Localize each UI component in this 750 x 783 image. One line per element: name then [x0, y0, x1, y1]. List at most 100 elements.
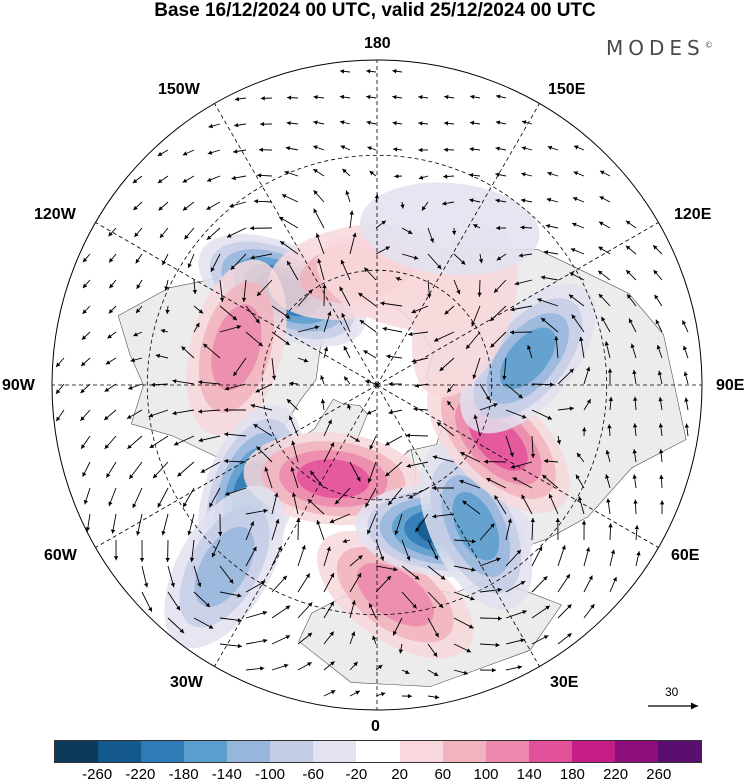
wind-arrow: [313, 168, 325, 177]
wind-arrow: [234, 96, 247, 102]
wind-arrow: [531, 409, 553, 420]
lon-label-30e: 30E: [550, 674, 579, 691]
wind-arrow: [632, 474, 637, 489]
wind-arrow: [453, 539, 476, 544]
wind-arrow: [165, 539, 170, 563]
wind-arrow: [271, 518, 280, 541]
wind-arrow: [108, 253, 117, 263]
wind-arrow: [250, 253, 273, 260]
wind-arrow: [289, 381, 299, 386]
wind-arrow: [452, 227, 457, 235]
wind-arrow: [234, 123, 247, 128]
wind-arrow: [540, 317, 559, 333]
wind-arrow: [655, 319, 663, 333]
wind-arrow: [134, 227, 143, 238]
wind-arrow: [281, 194, 299, 203]
wind-arrow: [654, 294, 663, 307]
map-border: [51, 59, 703, 711]
modes-logo: MODES©: [606, 36, 713, 60]
wind-arrow: [219, 591, 242, 598]
wind-arrow: [297, 662, 312, 671]
wind-arrow: [108, 487, 117, 507]
wind-arrow: [572, 197, 585, 203]
wind-arrow: [245, 666, 265, 671]
wind-arrow: [537, 298, 559, 307]
colorbar-tick-label: -140: [211, 766, 242, 783]
wind-arrow: [575, 474, 585, 489]
wind-arrow: [557, 573, 571, 593]
wind-arrow: [309, 470, 325, 489]
wind-arrow: [349, 600, 356, 619]
wind-arrow: [479, 642, 500, 648]
wind-arrow: [490, 331, 507, 348]
wind-arrow: [290, 466, 299, 489]
colorbar-tick-label: 20: [391, 766, 408, 783]
wind-arrow: [486, 477, 507, 489]
wind-arrow: [401, 693, 412, 699]
wind-arrow: [684, 397, 689, 411]
wind-arrow: [385, 435, 403, 446]
colorbar-cell: [98, 741, 142, 762]
wind-arrow: [427, 591, 444, 609]
wind-arrow: [349, 461, 361, 482]
wind-arrow: [543, 458, 559, 464]
wind-arrow: [323, 419, 332, 437]
wind-arrow: [366, 94, 377, 100]
wind-arrow: [470, 94, 481, 100]
wind-arrow: [182, 175, 195, 183]
wind-arrow: [427, 565, 446, 581]
colorbar-tick-label: -220: [125, 766, 156, 783]
wind-arrow: [161, 513, 169, 536]
wind-arrow: [366, 120, 377, 125]
wind-arrow: [297, 357, 309, 363]
meridian: [214, 103, 378, 386]
wind-arrow: [155, 353, 169, 359]
wind-arrow: [505, 638, 525, 645]
wind-arrow: [606, 498, 611, 515]
wind-arrow: [286, 260, 299, 281]
wind-arrow: [136, 279, 143, 290]
wind-arrow: [625, 269, 637, 281]
wind-arrow: [479, 668, 497, 673]
wind-arrow: [469, 147, 481, 152]
wind-arrow: [557, 633, 572, 645]
wind-arrow: [494, 494, 507, 515]
wind-arrow: [132, 487, 143, 509]
wind-arrow: [683, 371, 689, 385]
wind-arrow: [520, 198, 533, 203]
wind-arrow: [583, 398, 592, 411]
wind-arrow: [323, 572, 335, 593]
wind-arrow: [297, 632, 313, 645]
wind-arrow: [459, 479, 481, 489]
wind-arrow: [505, 580, 526, 593]
wind-arrow: [502, 357, 507, 380]
wind-arrow: [555, 517, 560, 541]
wind-arrow: [601, 316, 611, 333]
wind-arrow: [453, 617, 474, 629]
wind-arrow: [583, 547, 591, 567]
wind-arrow: [245, 331, 264, 347]
wind-arrow: [349, 572, 362, 593]
wind-arrow: [427, 643, 438, 658]
colorbar-cell: [485, 741, 529, 762]
wind-arrow: [187, 253, 195, 269]
wind-arrow: [401, 591, 418, 609]
reference-vector: [648, 702, 698, 710]
lon-label-90e: 90E: [716, 377, 745, 394]
wind-arrow: [531, 546, 543, 567]
wind-arrow: [658, 397, 663, 411]
wind-arrow: [436, 421, 455, 437]
wind-arrow: [557, 603, 572, 619]
wind-arrow: [349, 232, 357, 255]
wind-arrow: [411, 357, 429, 363]
wind-arrow: [495, 198, 507, 203]
wind-arrow: [521, 172, 533, 177]
wind-arrow: [209, 487, 221, 508]
wind-arrow: [80, 409, 91, 422]
wind-arrow: [427, 227, 434, 243]
wind-arrow: [80, 435, 91, 449]
wind-arrow: [339, 69, 351, 74]
colorbar-cell: [270, 741, 314, 762]
wind-arrow: [521, 120, 533, 125]
